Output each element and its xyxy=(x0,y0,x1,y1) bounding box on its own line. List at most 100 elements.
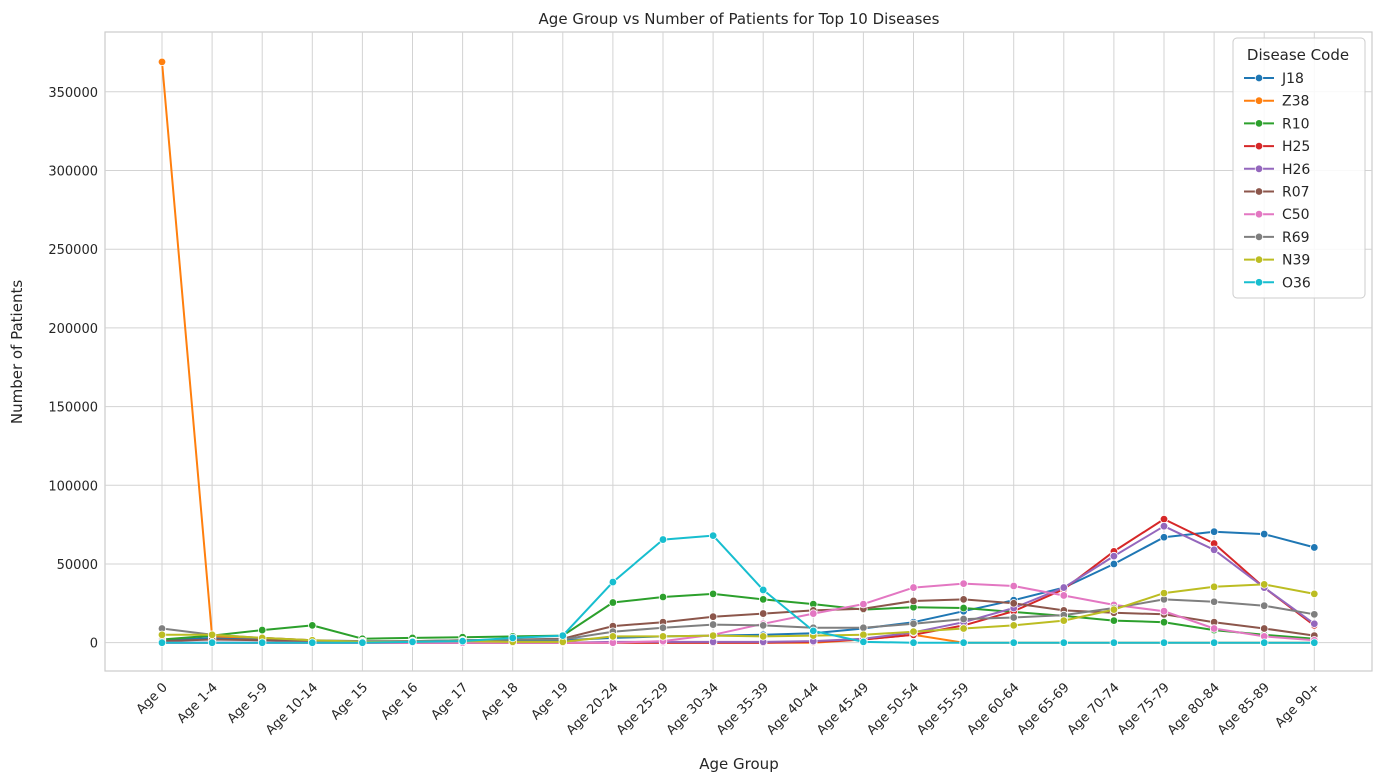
y-tick-label: 100000 xyxy=(48,479,98,494)
data-point-J18 xyxy=(1310,543,1319,552)
data-point-C50 xyxy=(859,599,868,609)
series-group xyxy=(157,57,1319,647)
data-point-R10 xyxy=(608,598,618,607)
data-point-O36 xyxy=(1259,638,1269,647)
legend-label: R69 xyxy=(1282,230,1310,246)
data-point-O36 xyxy=(408,637,417,647)
data-point-O36 xyxy=(258,638,267,647)
legend-marker xyxy=(1254,232,1264,242)
data-point-N39 xyxy=(1109,605,1119,614)
legend-item-C50: C50 xyxy=(1244,207,1310,223)
data-point-H25 xyxy=(1159,514,1169,524)
legend-box xyxy=(1232,37,1366,299)
data-point-R07 xyxy=(1259,624,1269,633)
data-point-R10 xyxy=(1109,616,1119,625)
data-point-H26 xyxy=(1310,619,1319,628)
data-point-R10 xyxy=(1159,618,1169,627)
data-point-J18 xyxy=(1159,533,1169,542)
data-point-O36 xyxy=(207,638,217,647)
data-point-N39 xyxy=(959,624,968,633)
series-line-N39 xyxy=(162,583,1315,643)
legend-marker xyxy=(1254,141,1264,151)
data-point-O36 xyxy=(358,638,367,647)
data-point-R69 xyxy=(909,619,918,628)
data-point-C50 xyxy=(909,583,918,592)
legend: Disease Code J18 Z38 R10 H25 H26 R07 C50 R69 N39… xyxy=(1232,37,1366,299)
legend-label: O36 xyxy=(1282,275,1311,291)
legend-label: R07 xyxy=(1282,185,1310,201)
data-point-N39 xyxy=(759,632,768,641)
legend-marker xyxy=(1254,96,1264,105)
data-point-R07 xyxy=(909,596,918,606)
legend-marker xyxy=(1254,73,1264,83)
series-O36 xyxy=(157,531,1319,647)
data-point-N39 xyxy=(1159,588,1169,598)
y-tick-label: 0 xyxy=(90,637,98,652)
legend-item-R69: R69 xyxy=(1244,230,1310,246)
legend-marker xyxy=(1254,255,1264,264)
data-point-H26 xyxy=(1159,522,1169,531)
data-point-R07 xyxy=(708,612,718,621)
data-point-O36 xyxy=(1059,638,1068,647)
data-point-R69 xyxy=(658,623,668,632)
y-axis-title: Number of Patients xyxy=(8,280,26,424)
x-axis-title: Age Group xyxy=(699,755,778,773)
data-point-O36 xyxy=(1009,638,1018,647)
legend-marker xyxy=(1254,187,1264,196)
data-point-R69 xyxy=(1259,601,1269,610)
data-point-O36 xyxy=(809,626,818,636)
data-point-R10 xyxy=(959,603,968,613)
data-point-J18 xyxy=(1259,529,1269,539)
y-tick-label: 50000 xyxy=(57,558,98,573)
legend-item-N39: N39 xyxy=(1244,253,1310,269)
data-point-O36 xyxy=(859,637,868,647)
data-point-R69 xyxy=(859,623,868,632)
chart-title: Age Group vs Number of Patients for Top … xyxy=(539,10,940,28)
legend-marker xyxy=(1254,119,1264,128)
data-point-O36 xyxy=(308,638,317,647)
data-point-N39 xyxy=(1009,621,1018,630)
legend-item-R10: R10 xyxy=(1244,116,1310,132)
data-point-R10 xyxy=(308,621,317,630)
data-point-R69 xyxy=(959,614,968,624)
data-point-O36 xyxy=(1209,638,1219,647)
data-point-R07 xyxy=(1009,599,1018,608)
data-point-C50 xyxy=(809,609,818,618)
data-point-R69 xyxy=(759,621,768,630)
data-point-O36 xyxy=(1310,638,1319,647)
data-point-N39 xyxy=(859,630,868,640)
data-point-O36 xyxy=(458,636,467,646)
legend-label: Z38 xyxy=(1282,94,1309,110)
data-point-O36 xyxy=(558,631,567,640)
legend-label: C50 xyxy=(1282,207,1310,223)
data-point-N39 xyxy=(1059,616,1068,625)
data-point-O36 xyxy=(909,638,918,647)
data-point-R10 xyxy=(708,589,718,599)
data-point-N39 xyxy=(157,630,167,640)
legend-marker xyxy=(1254,278,1264,287)
data-point-N39 xyxy=(658,632,668,641)
series-line-R10 xyxy=(161,592,1315,641)
legend-item-Z38: Z38 xyxy=(1244,94,1309,110)
legend-item-R07: R07 xyxy=(1244,185,1310,201)
y-tick-label: 200000 xyxy=(48,322,98,337)
legend-item-O36: O36 xyxy=(1244,275,1311,291)
y-tick-label: 350000 xyxy=(48,86,98,101)
data-point-J18 xyxy=(1109,559,1119,569)
data-point-C50 xyxy=(1059,591,1068,600)
data-point-C50 xyxy=(1009,581,1018,591)
legend-label: H26 xyxy=(1282,162,1310,178)
data-point-O36 xyxy=(759,585,768,595)
plot-frame xyxy=(104,31,1373,672)
data-point-R10 xyxy=(759,595,768,604)
y-tick-label: 300000 xyxy=(48,165,98,180)
data-point-R69 xyxy=(1209,597,1219,606)
data-point-R07 xyxy=(959,595,968,604)
legend-item-H26: H26 xyxy=(1244,162,1310,178)
data-point-O36 xyxy=(708,531,718,540)
y-tick-label: 250000 xyxy=(48,243,98,258)
data-point-N39 xyxy=(1259,580,1269,589)
legend-label: J18 xyxy=(1281,71,1304,87)
